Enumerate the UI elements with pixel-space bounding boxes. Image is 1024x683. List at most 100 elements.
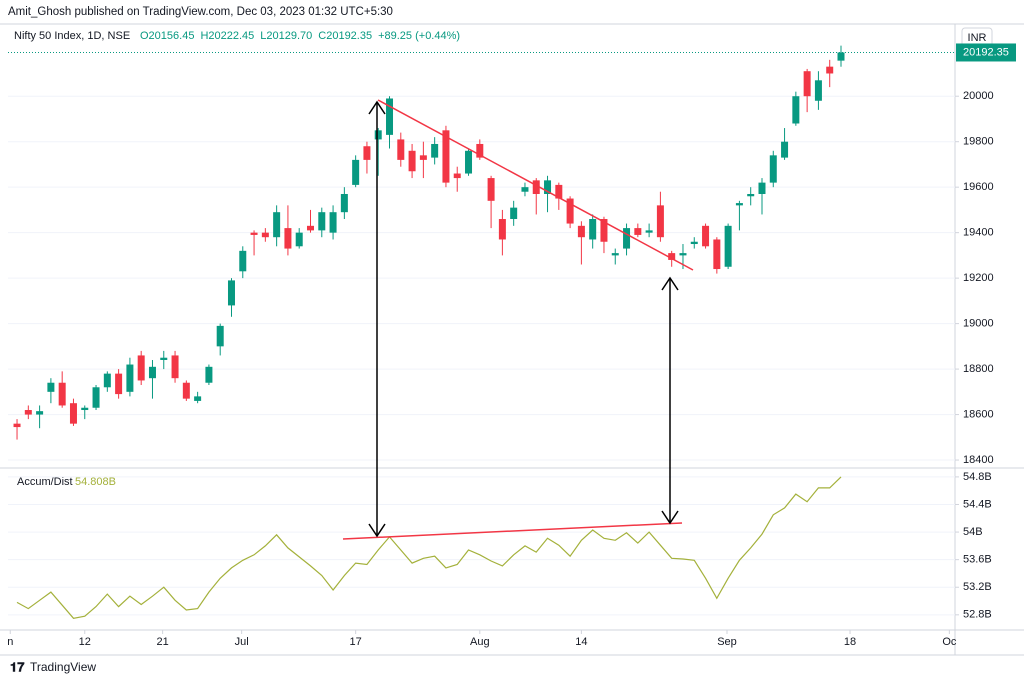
plot-area: 18400 18600 18800 19000 19200 19400 19600 19800… [7,43,1016,648]
candle-body [510,207,518,220]
candle-body [250,232,258,235]
candle-body [589,219,597,240]
candle-body [273,212,281,238]
candle-body [160,357,168,360]
arrow-head [661,510,679,525]
candle-body [747,193,755,197]
y-tick-label: 53.6B [963,554,992,566]
candle-body [453,173,461,179]
candle-body [792,96,800,124]
candle-body [837,52,845,61]
candle-body [329,212,337,233]
candle-body [340,193,348,213]
y-tick-label: 18400 [963,454,994,466]
candle-body [408,150,416,172]
y-tick-label: 52.8B [963,609,992,621]
candle-body [679,253,687,256]
candle-body [36,411,44,415]
x-tick-label: 18 [844,636,856,648]
candle-body [137,355,145,381]
y-tick-label: 19800 [963,136,994,148]
ticker-title: Nifty 50 Index, 1D, NSE [14,30,130,42]
y-tick-label: 20000 [963,90,994,102]
y-tick-label: 19600 [963,181,994,193]
candle-body [58,382,66,406]
candle-body [363,146,371,160]
candle-body [431,143,439,158]
candle-body [24,410,32,415]
ohlc-value: H20222.45 [200,30,254,42]
candle-body [148,366,156,379]
x-tick-label: Jul [235,636,249,648]
candle-body [69,403,77,424]
candle-body [544,180,552,194]
footer-brand: TradingView [30,660,96,674]
y-tick-label: 18600 [963,408,994,420]
indicator-line [16,476,842,619]
candle-body [465,150,473,174]
candle-body [668,253,676,260]
candle-body [566,198,574,224]
candle-body [318,212,326,231]
candle-body [826,66,834,74]
candle-body [126,364,134,392]
drawings [342,99,694,540]
candle-body [645,230,653,233]
x-tick-label: Sep [717,636,737,648]
ohlc-value: C20192.35 [318,30,372,42]
y-tick-label: 19000 [963,318,994,330]
candle-body [611,253,619,256]
arrow-head [368,100,386,115]
candle-body [555,184,563,199]
trend-line [342,522,683,540]
candle-body [397,139,405,160]
y-tick-label: 18800 [963,363,994,375]
publisher-line: Amit_Ghosh published on TradingView.com,… [8,6,393,18]
candle-body [81,407,89,411]
candle-body [295,232,303,247]
candle-body [205,366,213,383]
candle-body [171,355,179,379]
candle-body [115,373,123,395]
candle-body [182,382,190,399]
candle-body [216,325,224,347]
footer-logo[interactable]: 𝟏𝟕 TradingView [10,659,96,674]
candle-body [103,373,111,388]
candle-body [690,241,698,245]
ohlc-value: O20156.45 [140,30,194,42]
arrow-head [661,276,679,291]
x-tick-label: 12 [79,636,91,648]
candle-body [521,187,529,192]
last-price-label: 20192.35 [963,46,1009,58]
candle-body [487,178,495,201]
y-tick-label: 54B [963,526,983,538]
candle-body [735,203,743,206]
candle-body [600,219,608,242]
x-tick-label: Oc [942,636,957,648]
x-tick-label: 14 [575,636,587,648]
candle-body [374,130,382,140]
candle-body [769,155,777,183]
candle-body [386,98,394,135]
candle-body [623,228,631,249]
indicator-value: 54.808B [75,476,116,488]
candle-body [814,80,822,101]
logo-mark: 𝟏𝟕 [10,659,25,674]
candle-body [532,180,540,194]
candle-body [803,71,811,97]
x-tick-label: 17 [350,636,362,648]
candle-body [284,228,292,249]
x-tick-label: n [7,636,13,648]
candle-body [47,382,55,392]
candle-body [419,155,427,160]
candle-body [239,250,247,272]
arrow-head [368,523,386,538]
trend-line [377,99,694,271]
currency-label[interactable]: INR [968,32,987,44]
candle-body [781,141,789,158]
candle-body [758,182,766,194]
candle-body [724,225,732,267]
candle-body [352,159,360,185]
x-tick-label: Aug [470,636,490,648]
